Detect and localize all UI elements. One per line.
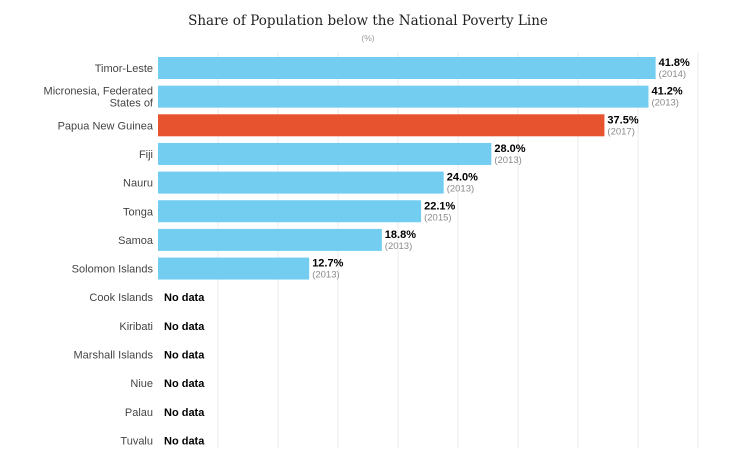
chart-subtitle: (%) <box>361 33 375 43</box>
no-data-label: No data <box>164 321 205 333</box>
category-label: Samoa <box>118 235 154 247</box>
year-label: (2015) <box>424 212 451 223</box>
year-label: (2017) <box>607 126 634 137</box>
category-label: Nauru <box>123 178 153 190</box>
category-label: Solomon Islands <box>72 264 154 276</box>
category-label: Cook Islands <box>89 292 153 304</box>
category-label: Papua New Guinea <box>58 120 154 132</box>
value-label: 18.8% <box>385 229 416 241</box>
bar <box>158 114 605 137</box>
year-label: (2013) <box>651 98 678 109</box>
no-data-label: No data <box>164 435 205 447</box>
value-label: 41.8% <box>659 57 690 69</box>
category-label: Marshall Islands <box>74 350 154 362</box>
chart-title: Share of Population below the National P… <box>188 13 548 29</box>
category-label: Micronesia, Federated States of <box>44 86 154 110</box>
category-label: Kiribati <box>119 321 153 333</box>
value-label: 28.0% <box>494 143 525 155</box>
value-label: 22.1% <box>424 200 455 212</box>
bar <box>158 171 444 194</box>
bar <box>158 85 649 108</box>
year-label: (2013) <box>385 241 412 252</box>
no-data-label: No data <box>164 350 205 362</box>
year-label: (2013) <box>494 155 521 166</box>
category-label: Tuvalu <box>120 435 153 447</box>
category-label: Fiji <box>139 149 153 161</box>
bar <box>158 142 492 165</box>
value-label: 37.5% <box>607 114 638 126</box>
bar <box>158 228 382 251</box>
no-data-label: No data <box>164 378 205 390</box>
category-label: Timor-Leste <box>95 63 153 75</box>
category-label: Palau <box>125 407 153 419</box>
bar <box>158 57 656 79</box>
no-data-label: No data <box>164 407 205 419</box>
bar <box>158 257 310 280</box>
year-label: (2013) <box>312 270 339 281</box>
no-data-label: No data <box>164 292 205 304</box>
category-label: Niue <box>130 378 153 390</box>
bar <box>158 200 422 223</box>
category-label: Tonga <box>123 206 154 218</box>
year-label: (2014) <box>659 69 686 80</box>
value-label: 24.0% <box>447 172 478 184</box>
value-label: 12.7% <box>312 258 343 270</box>
year-label: (2013) <box>447 184 474 195</box>
value-label: 41.2% <box>651 86 682 98</box>
